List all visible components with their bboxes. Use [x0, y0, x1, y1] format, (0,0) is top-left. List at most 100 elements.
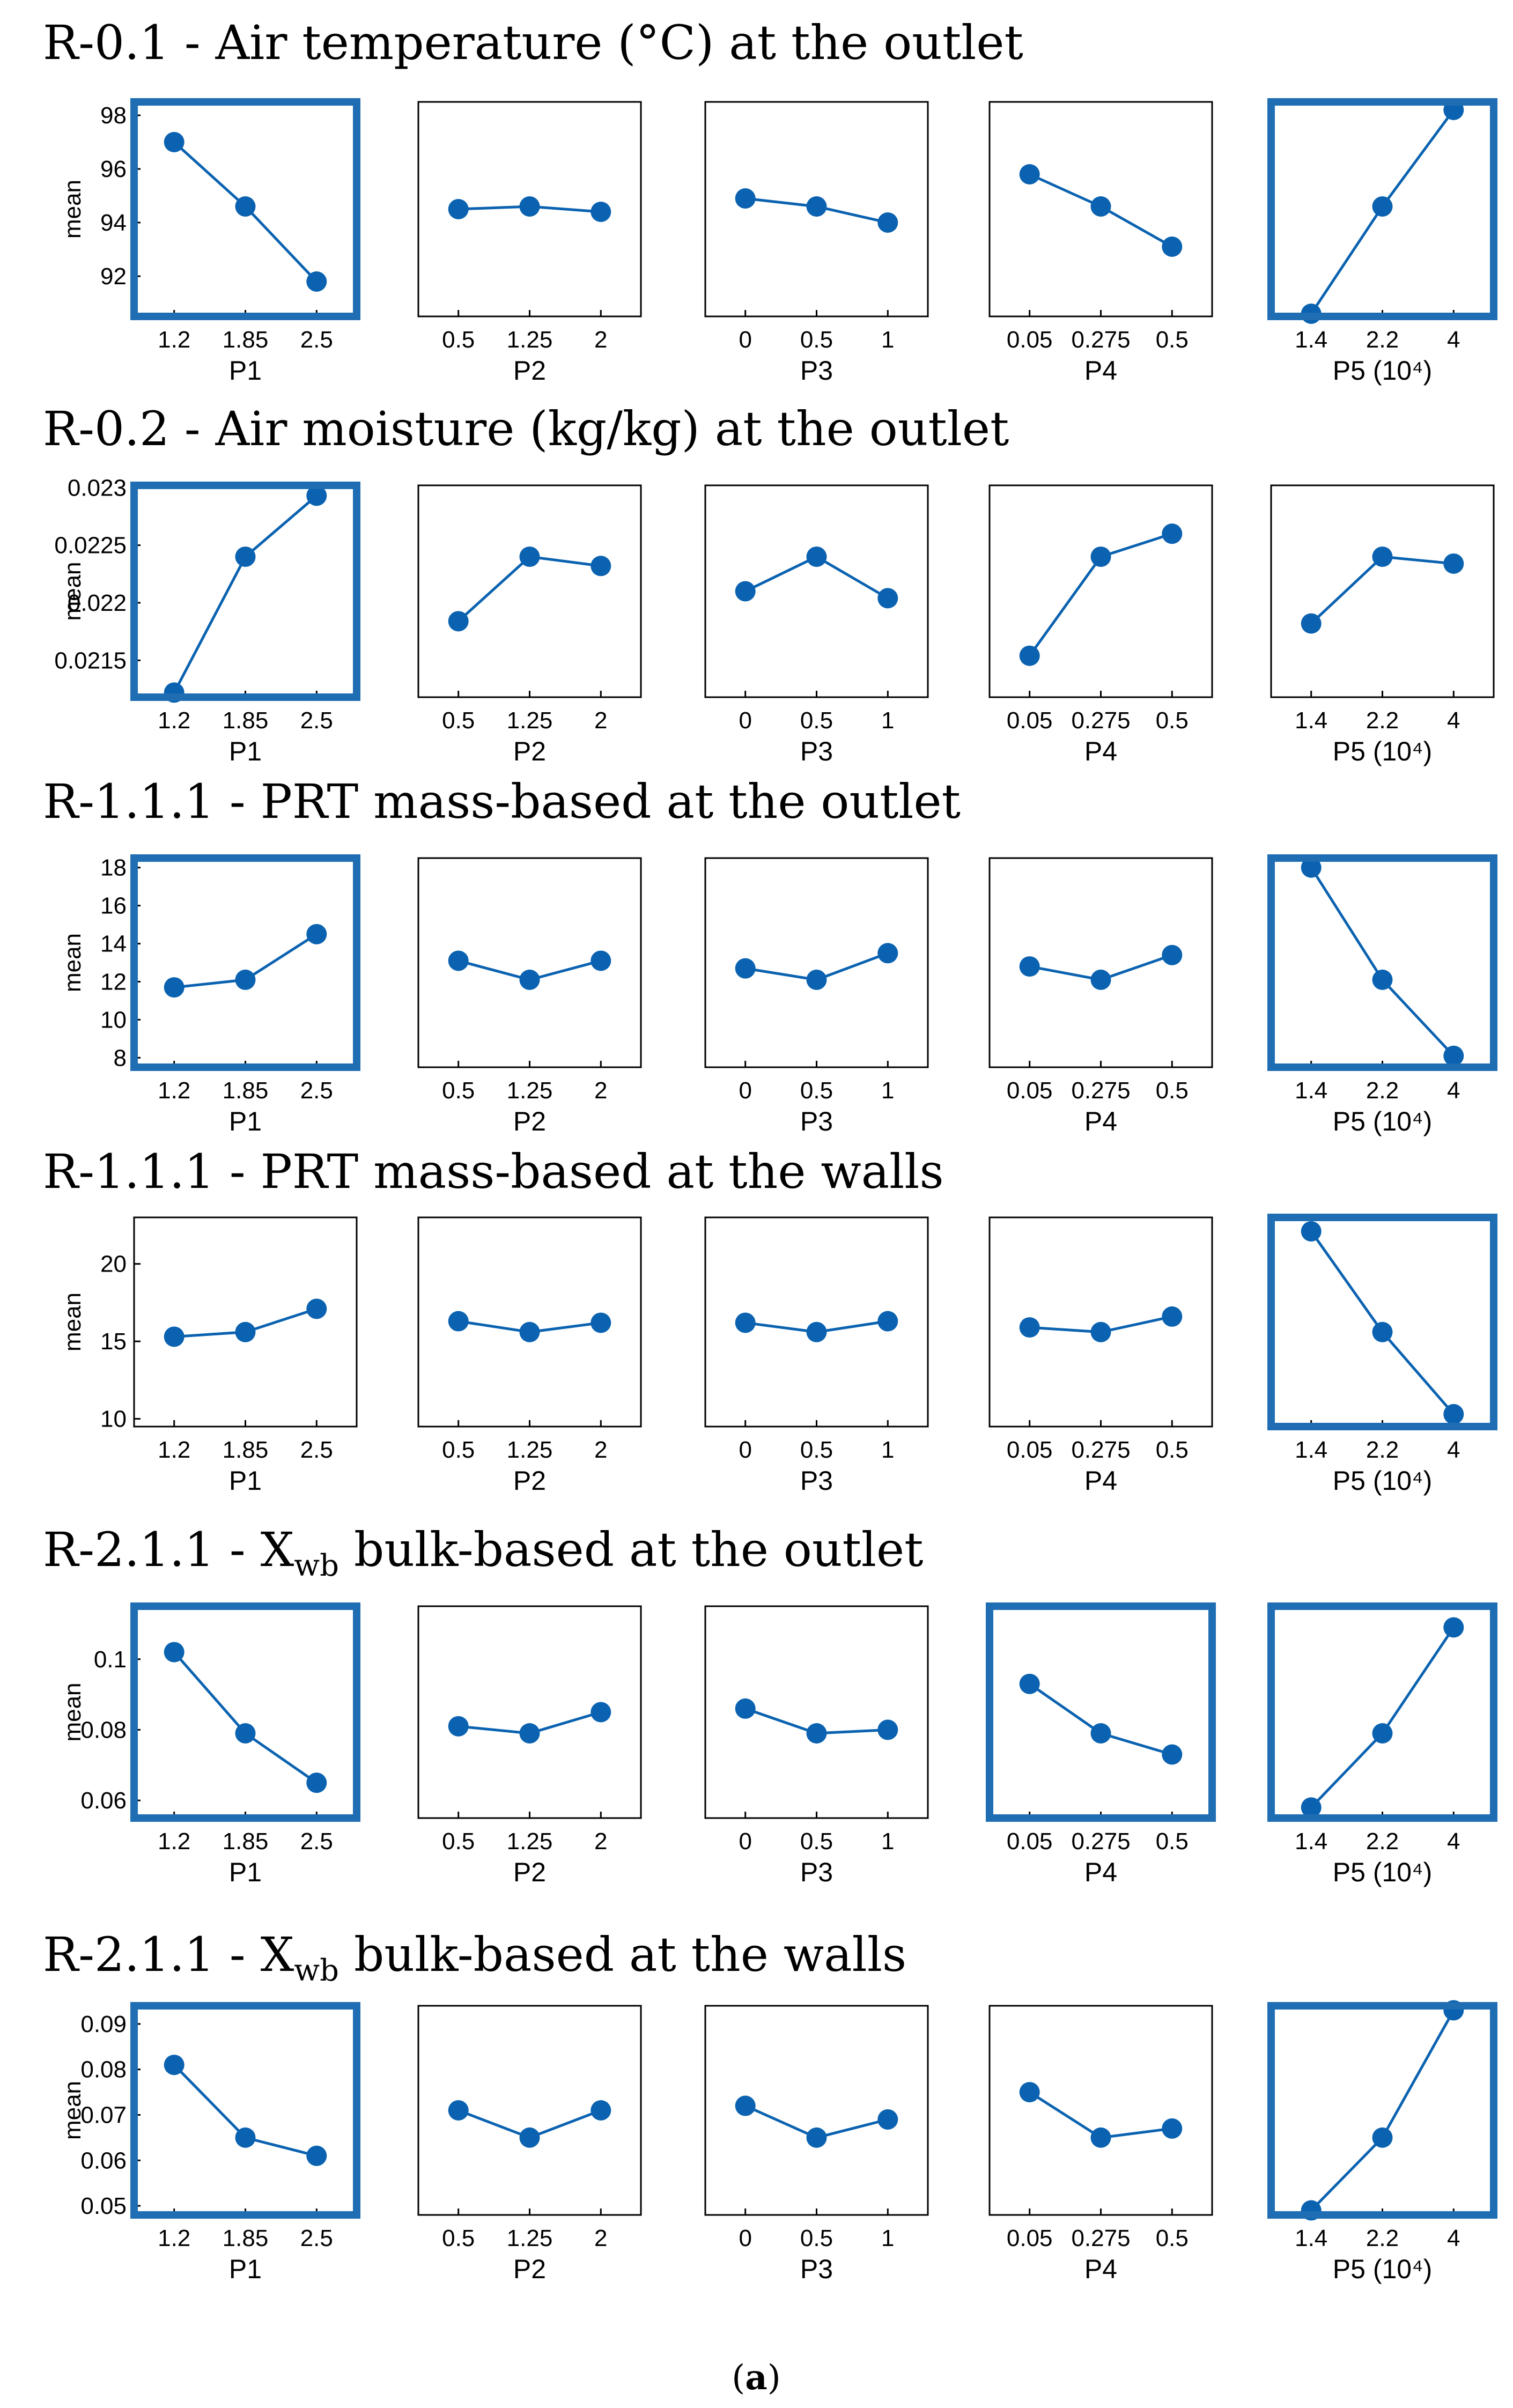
x-axis-label: P4 [1084, 2254, 1117, 2284]
panel-p3: 0 0.5 1 P3 [704, 1605, 929, 1887]
data-point-3 [1443, 1404, 1464, 1424]
data-point-2 [235, 196, 256, 217]
x-tick-label: 2.2 [1366, 1077, 1399, 1104]
x-tick-label: 4 [1447, 1077, 1460, 1104]
panel-p2: 0.5 1.25 2 P2 [417, 484, 642, 766]
row-title: R-1.1.1 - PRT mass-based at the outlet [43, 774, 961, 829]
x-tick-label: 0.275 [1071, 327, 1130, 353]
x-tick-label: 1.25 [507, 2225, 553, 2251]
data-point-2 [1372, 196, 1393, 217]
x-axis-label: P5 (10⁴) [1333, 736, 1432, 766]
data-point-2 [806, 2127, 827, 2148]
data-point-3 [306, 924, 327, 944]
x-axis-label: P2 [513, 1857, 546, 1887]
y-tick-label: 10 [100, 1406, 127, 1432]
x-tick-label: 0.5 [1156, 327, 1189, 353]
data-point-1 [1019, 1317, 1040, 1338]
x-tick-label: 1.2 [158, 707, 190, 734]
x-tick-label: 0 [739, 2225, 751, 2251]
data-point-2 [1090, 196, 1111, 217]
panel-p3: 0 0.5 1 P3 [704, 857, 929, 1136]
data-point-3 [306, 485, 327, 506]
data-point-3 [877, 1311, 898, 1332]
x-axis-label: P4 [1084, 736, 1117, 766]
chart-row-2: R-0.2 - Air moisture (kg/kg) at the outl… [43, 401, 1495, 766]
x-tick-label: 0.05 [1007, 1437, 1053, 1463]
y-axis-label: mean [60, 2081, 86, 2140]
x-tick-label: 2 [594, 1437, 607, 1463]
x-tick-label: 0.5 [442, 327, 475, 353]
data-point-2 [235, 2127, 256, 2148]
caption-label: a [745, 2358, 767, 2398]
x-tick-label: 4 [1447, 707, 1460, 734]
y-tick-label: 0.09 [80, 2011, 127, 2037]
y-tick-label: 10 [100, 1007, 127, 1033]
data-point-1 [164, 1326, 184, 1347]
data-point-1 [1019, 164, 1040, 184]
y-tick-label: 0.06 [80, 2147, 127, 2174]
x-tick-label: 2.2 [1366, 707, 1399, 734]
x-tick-label: 0.5 [1156, 2225, 1189, 2251]
data-point-3 [877, 212, 898, 233]
data-point-3 [306, 2145, 327, 2166]
x-axis-label: P1 [229, 1106, 262, 1136]
data-point-3 [1443, 553, 1464, 574]
x-tick-label: 4 [1447, 2225, 1460, 2251]
x-tick-label: 0.05 [1007, 2225, 1053, 2251]
y-tick-label: 96 [100, 156, 127, 182]
y-tick-label: 15 [100, 1328, 127, 1355]
data-point-3 [877, 1719, 898, 1740]
data-point-1 [448, 1311, 469, 1332]
x-tick-label: 0.5 [1156, 707, 1189, 734]
panel-p4: 0.05 0.275 0.5 P4 [988, 2005, 1213, 2284]
panel-p4: 0.05 0.275 0.5 P4 [986, 1602, 1216, 1887]
x-tick-label: 1.2 [158, 1828, 190, 1855]
x-tick-label: 0.275 [1071, 1077, 1130, 1104]
x-axis-label: P4 [1084, 356, 1117, 386]
data-point-2 [235, 546, 256, 567]
data-point-1 [164, 132, 184, 152]
data-point-1 [1301, 1797, 1322, 1818]
row-title: R-2.1.1 - Xwb bulk-based at the walls [43, 1927, 906, 1988]
x-tick-label: 0.5 [800, 1828, 833, 1855]
x-tick-label: 1 [881, 1437, 894, 1463]
panel-p5: 1.4 2.2 4 P5 (10⁴) [1267, 854, 1497, 1136]
data-point-1 [448, 2100, 469, 2121]
x-tick-label: 0 [739, 1077, 751, 1104]
x-tick-label: 0.275 [1071, 2225, 1130, 2251]
data-point-2 [519, 969, 540, 990]
data-point-1 [1301, 1221, 1322, 1242]
chart-row-6: R-2.1.1 - Xwb bulk-based at the walls mea… [43, 1927, 1497, 2284]
x-tick-label: 0 [739, 1437, 751, 1463]
highlighted-panel-frame [130, 2002, 360, 2219]
data-point-3 [1162, 1744, 1183, 1765]
highlighted-panel-frame [1267, 854, 1497, 1071]
data-point-3 [1162, 944, 1183, 965]
panel-p2: 0.5 1.25 2 P2 [417, 1216, 642, 1496]
data-point-1 [448, 199, 469, 219]
y-axis-label: mean [60, 180, 86, 239]
highlighted-panel-frame [1267, 1602, 1497, 1822]
x-tick-label: 0.5 [442, 707, 475, 734]
data-point-3 [591, 1312, 611, 1333]
row-title: R-1.1.1 - PRT mass-based at the walls [43, 1144, 944, 1199]
x-axis-label: P2 [513, 356, 546, 386]
x-tick-label: 1.25 [507, 1828, 553, 1855]
series-line [173, 494, 318, 693]
data-point-1 [1019, 956, 1040, 977]
x-tick-label: 1.4 [1295, 707, 1327, 734]
x-axis-label: P4 [1084, 1466, 1117, 1496]
data-point-2 [519, 2127, 540, 2148]
panel-p4: 0.05 0.275 0.5 P4 [988, 857, 1213, 1136]
data-point-3 [306, 1772, 327, 1793]
y-tick-label: 12 [100, 969, 127, 995]
data-point-1 [448, 950, 469, 971]
data-point-3 [591, 2100, 611, 2121]
x-tick-label: 0.5 [442, 1828, 475, 1855]
x-tick-label: 1.85 [223, 327, 269, 353]
data-point-1 [735, 1698, 756, 1719]
y-tick-label: 0.06 [80, 1787, 127, 1814]
data-point-2 [806, 1723, 827, 1744]
chart-row-4: R-1.1.1 - PRT mass-based at the walls mea… [43, 1144, 1497, 1496]
